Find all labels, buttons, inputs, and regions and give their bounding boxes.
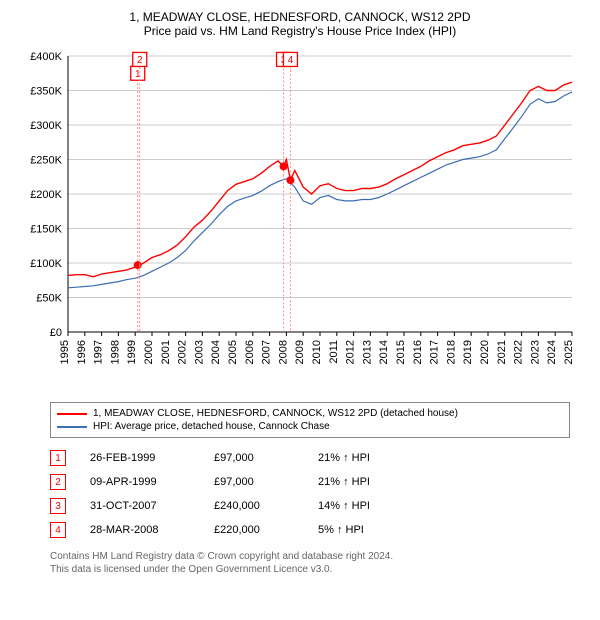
svg-text:2014: 2014	[378, 340, 390, 364]
chart-svg: £0 £50K £100K £150K £200K £250K £300K £350K £400…	[20, 46, 580, 396]
svg-text:1996: 1996	[76, 340, 88, 364]
svg-text:£0: £0	[50, 327, 62, 339]
series-subject	[68, 82, 572, 277]
svg-text:2007: 2007	[261, 340, 273, 364]
price-chart: £0 £50K £100K £150K £200K £250K £300K £350K £400…	[20, 46, 580, 396]
svg-text:2023: 2023	[529, 340, 541, 364]
svg-text:2009: 2009	[294, 340, 306, 364]
transaction-marker: 4	[50, 522, 66, 538]
legend: 1, MEADWAY CLOSE, HEDNESFORD, CANNOCK, W…	[50, 402, 570, 438]
transaction-delta: 14% ↑ HPI	[318, 500, 398, 512]
transaction-date: 31-OCT-2007	[90, 500, 190, 512]
transaction-delta: 5% ↑ HPI	[318, 524, 398, 536]
transaction-price: £97,000	[214, 476, 294, 488]
svg-text:2006: 2006	[244, 340, 256, 364]
svg-text:£50K: £50K	[36, 293, 62, 305]
svg-text:2004: 2004	[210, 340, 222, 364]
svg-text:2005: 2005	[227, 340, 239, 364]
svg-text:2017: 2017	[429, 340, 441, 364]
svg-text:2016: 2016	[412, 340, 424, 364]
chart-title-block: 1, MEADWAY CLOSE, HEDNESFORD, CANNOCK, W…	[10, 10, 590, 38]
svg-text:2013: 2013	[361, 340, 373, 364]
transaction-price: £240,000	[214, 500, 294, 512]
legend-swatch	[57, 426, 87, 428]
transaction-marker: 1	[50, 450, 66, 466]
svg-text:2012: 2012	[345, 340, 357, 364]
transaction-marker: 3	[50, 498, 66, 514]
svg-text:2: 2	[137, 55, 143, 66]
footer-line-1: Contains HM Land Registry data © Crown c…	[50, 550, 570, 563]
transaction-date: 09-APR-1999	[90, 476, 190, 488]
svg-text:2019: 2019	[462, 340, 474, 364]
svg-text:1999: 1999	[126, 340, 138, 364]
svg-text:£350K: £350K	[30, 86, 62, 98]
transaction-delta: 21% ↑ HPI	[318, 476, 398, 488]
svg-text:£200K: £200K	[30, 189, 62, 201]
transaction-marker: 2	[50, 474, 66, 490]
svg-text:2011: 2011	[328, 340, 340, 364]
svg-text:2010: 2010	[311, 340, 323, 364]
svg-text:2018: 2018	[445, 340, 457, 364]
svg-text:2008: 2008	[277, 340, 289, 364]
footer-note: Contains HM Land Registry data © Crown c…	[50, 550, 570, 576]
transaction-price: £220,000	[214, 524, 294, 536]
svg-text:1995: 1995	[59, 340, 71, 364]
svg-text:£250K: £250K	[30, 155, 62, 167]
svg-text:£300K: £300K	[30, 120, 62, 132]
svg-text:4: 4	[288, 55, 294, 66]
svg-text:£150K: £150K	[30, 224, 62, 236]
svg-text:1: 1	[135, 69, 141, 80]
svg-text:1997: 1997	[93, 340, 105, 364]
transaction-date: 26-FEB-1999	[90, 452, 190, 464]
legend-item-hpi: HPI: Average price, detached house, Cann…	[57, 420, 563, 433]
legend-label: 1, MEADWAY CLOSE, HEDNESFORD, CANNOCK, W…	[93, 408, 458, 419]
svg-text:£100K: £100K	[30, 258, 62, 270]
legend-swatch	[57, 413, 87, 415]
series-hpi	[68, 92, 572, 288]
svg-text:2001: 2001	[160, 340, 172, 364]
title-line-2: Price paid vs. HM Land Registry's House …	[10, 24, 590, 38]
svg-text:2022: 2022	[513, 340, 525, 364]
title-line-1: 1, MEADWAY CLOSE, HEDNESFORD, CANNOCK, W…	[10, 10, 590, 24]
transaction-price: £97,000	[214, 452, 294, 464]
svg-text:2021: 2021	[496, 340, 508, 364]
legend-item-subject: 1, MEADWAY CLOSE, HEDNESFORD, CANNOCK, W…	[57, 407, 563, 420]
svg-text:2003: 2003	[193, 340, 205, 364]
legend-label: HPI: Average price, detached house, Cann…	[93, 421, 330, 432]
transaction-row: 2 09-APR-1999 £97,000 21% ↑ HPI	[50, 470, 570, 494]
transactions-table: 1 26-FEB-1999 £97,000 21% ↑ HPI 2 09-APR-1999…	[50, 446, 570, 542]
svg-text:2002: 2002	[177, 340, 189, 364]
transaction-delta: 21% ↑ HPI	[318, 452, 398, 464]
svg-text:2000: 2000	[143, 340, 155, 364]
transaction-date: 28-MAR-2008	[90, 524, 190, 536]
footer-line-2: This data is licensed under the Open Gov…	[50, 563, 570, 576]
svg-text:1998: 1998	[109, 340, 121, 364]
transaction-row: 4 28-MAR-2008 £220,000 5% ↑ HPI	[50, 518, 570, 542]
svg-text:2025: 2025	[563, 340, 575, 364]
svg-text:2020: 2020	[479, 340, 491, 364]
svg-text:£400K: £400K	[30, 51, 62, 63]
transaction-row: 1 26-FEB-1999 £97,000 21% ↑ HPI	[50, 446, 570, 470]
transaction-row: 3 31-OCT-2007 £240,000 14% ↑ HPI	[50, 494, 570, 518]
svg-text:2015: 2015	[395, 340, 407, 364]
svg-text:2024: 2024	[546, 340, 558, 364]
